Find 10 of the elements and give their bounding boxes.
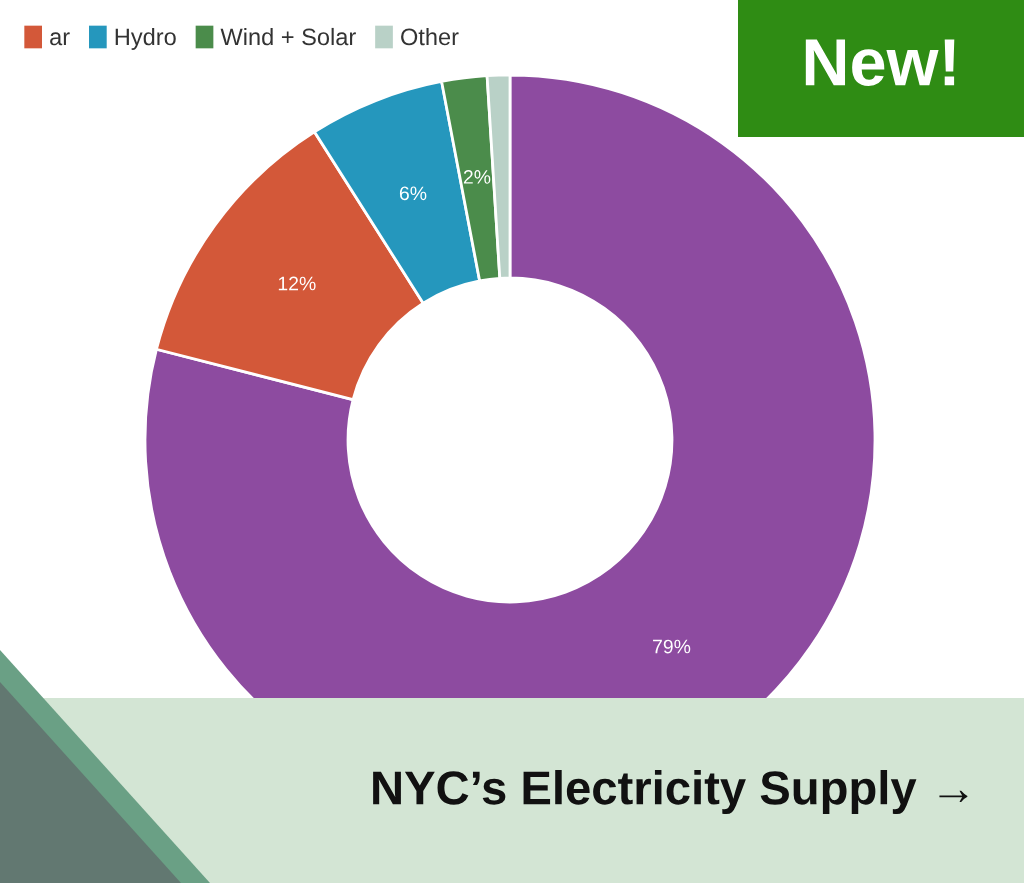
text: NYC’s Electricity Supply →	[373, 769, 968, 815]
data-label: 79%	[653, 639, 691, 654]
legend-label: Other	[401, 27, 459, 46]
legend-label: ar	[50, 32, 70, 46]
data-label: 2%	[463, 170, 491, 184]
data-label: 6%	[399, 186, 427, 201]
text: New!	[805, 39, 955, 86]
legend-label: Wind + Solar	[220, 27, 356, 46]
legend-label: Hydro	[115, 27, 176, 50]
data-label: 12%	[278, 276, 316, 291]
